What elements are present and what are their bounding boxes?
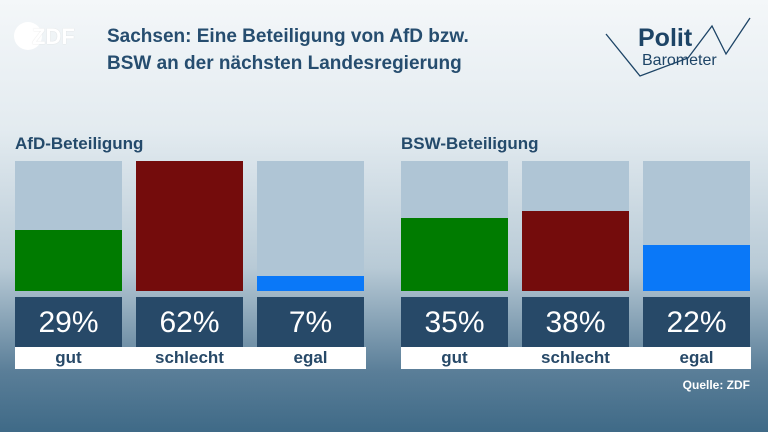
afd-schlecht-bar-background (136, 161, 243, 291)
afd-gut-value-label: 29% (15, 297, 122, 347)
chart-title: Sachsen: Eine Beteiligung von AfD bzw. B… (107, 23, 587, 77)
afd-gut-category-label: gut (15, 347, 122, 369)
bsw-schlecht-category-label: schlecht (522, 347, 629, 369)
bsw-egal-value-label: 22% (643, 297, 750, 347)
afd-group-title: AfD-Beteiligung (15, 134, 144, 153)
afd-schlecht-category-label: schlecht (136, 347, 243, 369)
afd-gut-bar (15, 230, 122, 291)
bsw-schlecht-value-label: 38% (522, 297, 629, 347)
afd-schlecht-value-label: 62% (136, 297, 243, 347)
zdf-logo: ZDF (14, 22, 86, 52)
bsw-gut-bar-background (401, 161, 508, 291)
afd-gut-bar-background (15, 161, 122, 291)
afd-schlecht-bar (136, 161, 243, 291)
source-note: Quelle: ZDF (682, 378, 750, 392)
politbarometer-chart-icon (605, 17, 751, 77)
chart-title-line-1: Sachsen: Eine Beteiligung von AfD bzw. (107, 26, 469, 47)
afd-egal-bar (257, 276, 364, 291)
afd-egal-bar-background (257, 161, 364, 291)
bsw-schlecht-bar (522, 211, 629, 291)
bsw-egal-bar (643, 245, 750, 291)
bsw-gut-category-label: gut (401, 347, 508, 369)
zdf-logo-circle (14, 22, 42, 50)
politbarometer-logo: Polit Barometer (600, 14, 760, 84)
zdf-logo-text: ZDF (32, 24, 75, 49)
politbarometer-word-polit: Polit (638, 24, 693, 52)
bsw-egal-bar-background (643, 161, 750, 291)
afd-egal-category-label: egal (257, 347, 364, 369)
afd-egal-value-label: 7% (257, 297, 364, 347)
politbarometer-word-barometer: Barometer (642, 52, 717, 69)
bsw-egal-category-label: egal (643, 347, 750, 369)
bsw-group-title: BSW-Beteiligung (401, 134, 539, 153)
bsw-schlecht-bar-background (522, 161, 629, 291)
bsw-gut-value-label: 35% (401, 297, 508, 347)
chart-title-line-2: BSW an der nächsten Landesregierung (107, 53, 462, 74)
bsw-gut-bar (401, 218, 508, 291)
